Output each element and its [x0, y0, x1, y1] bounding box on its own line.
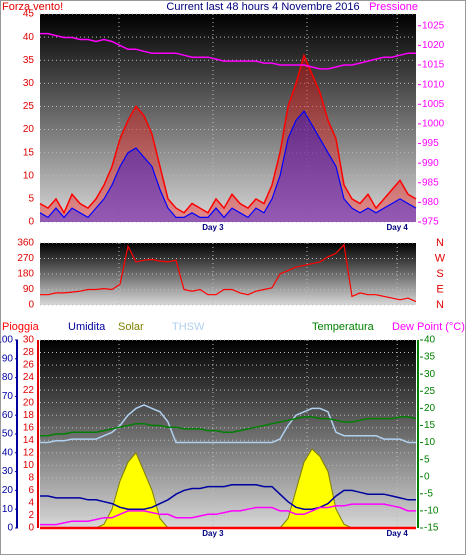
- tick-label: 14: [23, 435, 35, 446]
- x-tick-label: Day 4: [387, 223, 409, 232]
- tick-label: 0: [28, 523, 34, 534]
- tick-label: 980: [422, 197, 439, 208]
- y-label: Forza vento!: [2, 1, 63, 13]
- direction-label: W: [435, 252, 446, 264]
- tick-label: -10: [424, 506, 439, 517]
- x-tick-label: Day 4: [387, 529, 409, 538]
- tick-label: 25: [23, 101, 35, 112]
- tick-label: 12: [23, 447, 35, 458]
- tick-label: 30: [2, 466, 14, 477]
- area: [40, 111, 416, 222]
- tick-label: 10: [23, 460, 35, 471]
- tick-label: 24: [23, 372, 35, 383]
- series-line: [40, 416, 417, 437]
- tick-label: 0: [7, 523, 13, 534]
- tick-label: 360: [17, 238, 34, 249]
- tick-label: 18: [23, 410, 35, 421]
- tick-label: 100: [0, 335, 13, 346]
- tick-label: 975: [422, 217, 439, 228]
- tick-label: 985: [422, 177, 439, 188]
- tick-label: 26: [23, 360, 35, 371]
- tick-label: 6: [28, 485, 34, 496]
- tick-label: 1020: [422, 40, 445, 51]
- tick-label: 1015: [422, 60, 445, 71]
- tick-label: 30: [23, 335, 35, 346]
- series-line: [40, 484, 416, 510]
- tick-label: 35: [424, 352, 436, 363]
- direction-label: N: [436, 299, 444, 311]
- tick-label: 20: [23, 397, 35, 408]
- tick-label: 270: [17, 253, 34, 264]
- series-line: [40, 503, 416, 526]
- area: [40, 55, 416, 222]
- tick-label: 70: [2, 391, 14, 402]
- direction-label: S: [436, 268, 443, 280]
- tick-label: 5: [424, 454, 430, 465]
- tick-label: 2: [28, 510, 34, 521]
- tick-label: 20: [424, 403, 436, 414]
- tick-label: 45: [23, 9, 35, 20]
- tick-label: 0: [28, 217, 34, 228]
- y2-label: Pressione: [369, 1, 418, 13]
- series-line: [39, 53, 417, 215]
- tick-label: 990: [422, 158, 439, 169]
- tick-label: 16: [23, 422, 35, 433]
- x-tick-label: Day 3: [202, 529, 224, 538]
- chart-title: Current last 48 hours 4 Novembre 2016: [166, 1, 359, 13]
- tick-label: 0: [28, 300, 34, 311]
- tick-label: 28: [23, 347, 35, 358]
- tick-label: 995: [422, 138, 439, 149]
- tick-label: 25: [424, 386, 436, 397]
- series-line: [40, 404, 416, 444]
- tick-label: 1010: [422, 79, 445, 90]
- direction-label: N: [436, 237, 444, 249]
- tick-label: 10: [424, 437, 436, 448]
- tick-label: 30: [424, 369, 436, 380]
- legend-entry: Temperatura: [312, 321, 375, 333]
- series-line: [39, 110, 417, 219]
- direction-label: E: [436, 283, 443, 295]
- tick-label: 4: [28, 498, 34, 509]
- tick-label: 90: [2, 353, 14, 364]
- tick-label: 1025: [422, 20, 445, 31]
- series-line: [40, 32, 416, 70]
- tick-label: -5: [424, 488, 433, 499]
- tick-label: 40: [2, 447, 14, 458]
- tick-label: -15: [424, 523, 439, 534]
- tick-label: 5: [28, 194, 34, 205]
- tick-label: 40: [424, 335, 436, 346]
- tick-label: 1005: [422, 99, 445, 110]
- tick-label: 15: [424, 420, 436, 431]
- series-line: [40, 243, 417, 303]
- plot-bg: [40, 340, 416, 528]
- plot-bg: [40, 14, 416, 222]
- tick-label: 0: [424, 471, 430, 482]
- tick-label: 8: [28, 473, 34, 484]
- tick-label: 180: [17, 269, 34, 280]
- x-tick-label: Day 3: [202, 223, 224, 232]
- legend-entry: Dew Point (°C): [392, 321, 465, 333]
- tick-label: 20: [2, 485, 14, 496]
- tick-label: 80: [2, 372, 14, 383]
- tick-label: 60: [2, 410, 14, 421]
- tick-label: 10: [23, 170, 35, 181]
- legend-entry: Pioggia: [2, 321, 40, 333]
- legend-entry: Solar: [118, 321, 144, 333]
- tick-label: 20: [23, 124, 35, 135]
- tick-label: 10: [2, 504, 14, 515]
- legend-entry: Umidita: [68, 321, 106, 333]
- legend-entry: THSW: [172, 321, 205, 333]
- tick-label: 50: [2, 429, 14, 440]
- tick-label: 40: [23, 32, 35, 43]
- tick-label: 30: [23, 78, 35, 89]
- tick-label: 90: [23, 284, 35, 295]
- tick-label: 35: [23, 55, 35, 66]
- tick-label: 15: [23, 147, 35, 158]
- tick-label: 22: [23, 385, 35, 396]
- tick-label: 1000: [422, 119, 445, 130]
